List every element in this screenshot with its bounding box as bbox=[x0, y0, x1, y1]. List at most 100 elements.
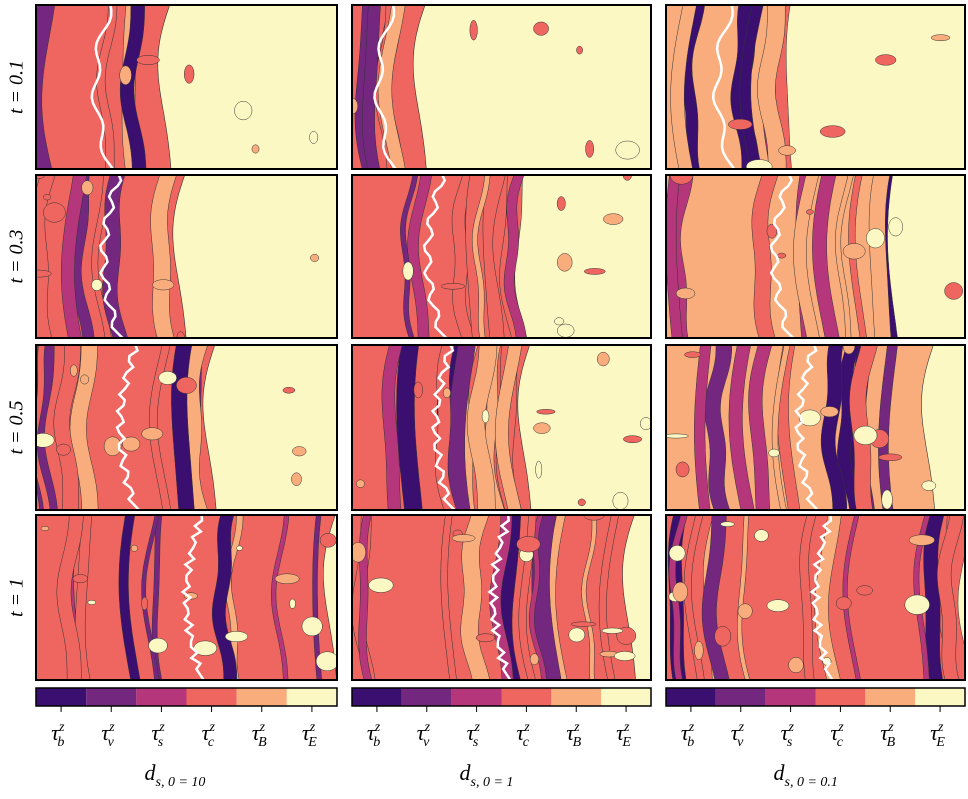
label-sup: z bbox=[424, 720, 431, 735]
blob bbox=[684, 351, 702, 358]
blob bbox=[639, 417, 651, 431]
colorbar-label: τz c bbox=[202, 720, 216, 750]
blob bbox=[675, 461, 690, 478]
colorbar-cell bbox=[865, 688, 916, 706]
contour-band bbox=[701, 515, 730, 680]
contour-band bbox=[913, 515, 931, 680]
label-sub: c bbox=[523, 735, 530, 750]
label-sup: z bbox=[523, 720, 530, 735]
blob bbox=[234, 101, 253, 121]
colorbar-frame bbox=[351, 687, 652, 707]
blob bbox=[291, 472, 302, 486]
contour-band bbox=[440, 515, 457, 680]
blob bbox=[224, 631, 249, 643]
blob bbox=[148, 637, 168, 654]
blob bbox=[315, 651, 337, 672]
blob bbox=[668, 545, 686, 562]
blob bbox=[675, 287, 696, 300]
label-base: τ bbox=[51, 720, 60, 745]
contour-band bbox=[598, 515, 620, 680]
label-sub: b bbox=[57, 735, 64, 750]
blob bbox=[310, 253, 320, 262]
blob bbox=[535, 460, 543, 479]
label-sup: z bbox=[108, 720, 115, 735]
label-base: τ bbox=[880, 720, 889, 745]
label-base: τ bbox=[302, 720, 311, 745]
panel-frame bbox=[665, 344, 966, 511]
contour-band bbox=[460, 515, 490, 680]
contour-band bbox=[75, 515, 93, 680]
label-sup: z bbox=[887, 720, 894, 735]
label-sup: z bbox=[837, 720, 844, 735]
colorbar-label: τz b bbox=[681, 720, 695, 750]
blob bbox=[81, 180, 94, 196]
contour-band bbox=[451, 175, 476, 338]
label-base: τ bbox=[681, 720, 690, 745]
label-sub: B bbox=[573, 735, 582, 750]
label-base: τ bbox=[467, 720, 476, 745]
blob bbox=[36, 433, 55, 448]
front-line bbox=[711, 5, 736, 169]
panel-frame bbox=[35, 344, 338, 511]
row-label: t = 0.5 bbox=[6, 400, 28, 454]
label-sup: z bbox=[259, 720, 266, 735]
contour-band bbox=[471, 175, 491, 338]
panel bbox=[666, 175, 965, 338]
label-sub: c bbox=[208, 735, 215, 750]
blob bbox=[529, 653, 540, 666]
blob bbox=[556, 196, 566, 211]
contour-band bbox=[771, 345, 791, 510]
blob bbox=[130, 544, 138, 552]
contour-band bbox=[531, 515, 562, 680]
blob bbox=[768, 448, 780, 458]
blob bbox=[806, 209, 814, 215]
colorbar-label: τz s bbox=[781, 720, 795, 750]
colorbar-cell bbox=[666, 688, 716, 706]
contour-band bbox=[683, 515, 705, 680]
panel-frame bbox=[35, 514, 338, 681]
blob bbox=[481, 409, 490, 424]
contour-band bbox=[751, 175, 779, 338]
colorbar-label: τz v bbox=[731, 720, 745, 750]
panel bbox=[352, 175, 651, 338]
label-sub: b bbox=[687, 735, 694, 750]
blob bbox=[56, 443, 71, 456]
colorbar-label: τz B bbox=[880, 720, 895, 750]
blob bbox=[875, 54, 897, 66]
blob bbox=[603, 213, 624, 225]
colorbar-label: τz v bbox=[417, 720, 431, 750]
label-sub: s, 0 = 0.1 bbox=[785, 775, 838, 790]
blob bbox=[908, 534, 935, 546]
panel bbox=[36, 515, 337, 680]
blob bbox=[176, 376, 197, 394]
blob bbox=[533, 422, 551, 434]
contour-band bbox=[842, 515, 861, 680]
contour-band bbox=[868, 175, 892, 338]
blob bbox=[352, 542, 366, 563]
colorbar-label: τz s bbox=[151, 720, 165, 750]
contour-band bbox=[878, 345, 898, 510]
front-line bbox=[90, 5, 114, 169]
label-base: τ bbox=[101, 720, 110, 745]
blob bbox=[856, 585, 873, 596]
front-line bbox=[794, 345, 819, 510]
label-sub: s bbox=[158, 735, 164, 750]
contour-band bbox=[56, 515, 84, 680]
label-base: τ bbox=[417, 720, 426, 745]
contour-band bbox=[381, 345, 403, 510]
blob bbox=[921, 480, 937, 491]
contour-band bbox=[812, 175, 840, 338]
contour-band bbox=[119, 5, 147, 169]
blob bbox=[141, 427, 163, 441]
contour-band bbox=[118, 515, 141, 680]
label-sub: s bbox=[787, 735, 793, 750]
label-sub: E bbox=[935, 735, 945, 750]
blob bbox=[881, 489, 893, 510]
blob bbox=[70, 364, 78, 377]
colorbar-cell bbox=[236, 688, 287, 706]
blob bbox=[236, 545, 243, 551]
contour-band bbox=[148, 345, 171, 510]
blob bbox=[40, 526, 50, 532]
panel-frame bbox=[351, 344, 652, 511]
blob bbox=[866, 228, 885, 249]
